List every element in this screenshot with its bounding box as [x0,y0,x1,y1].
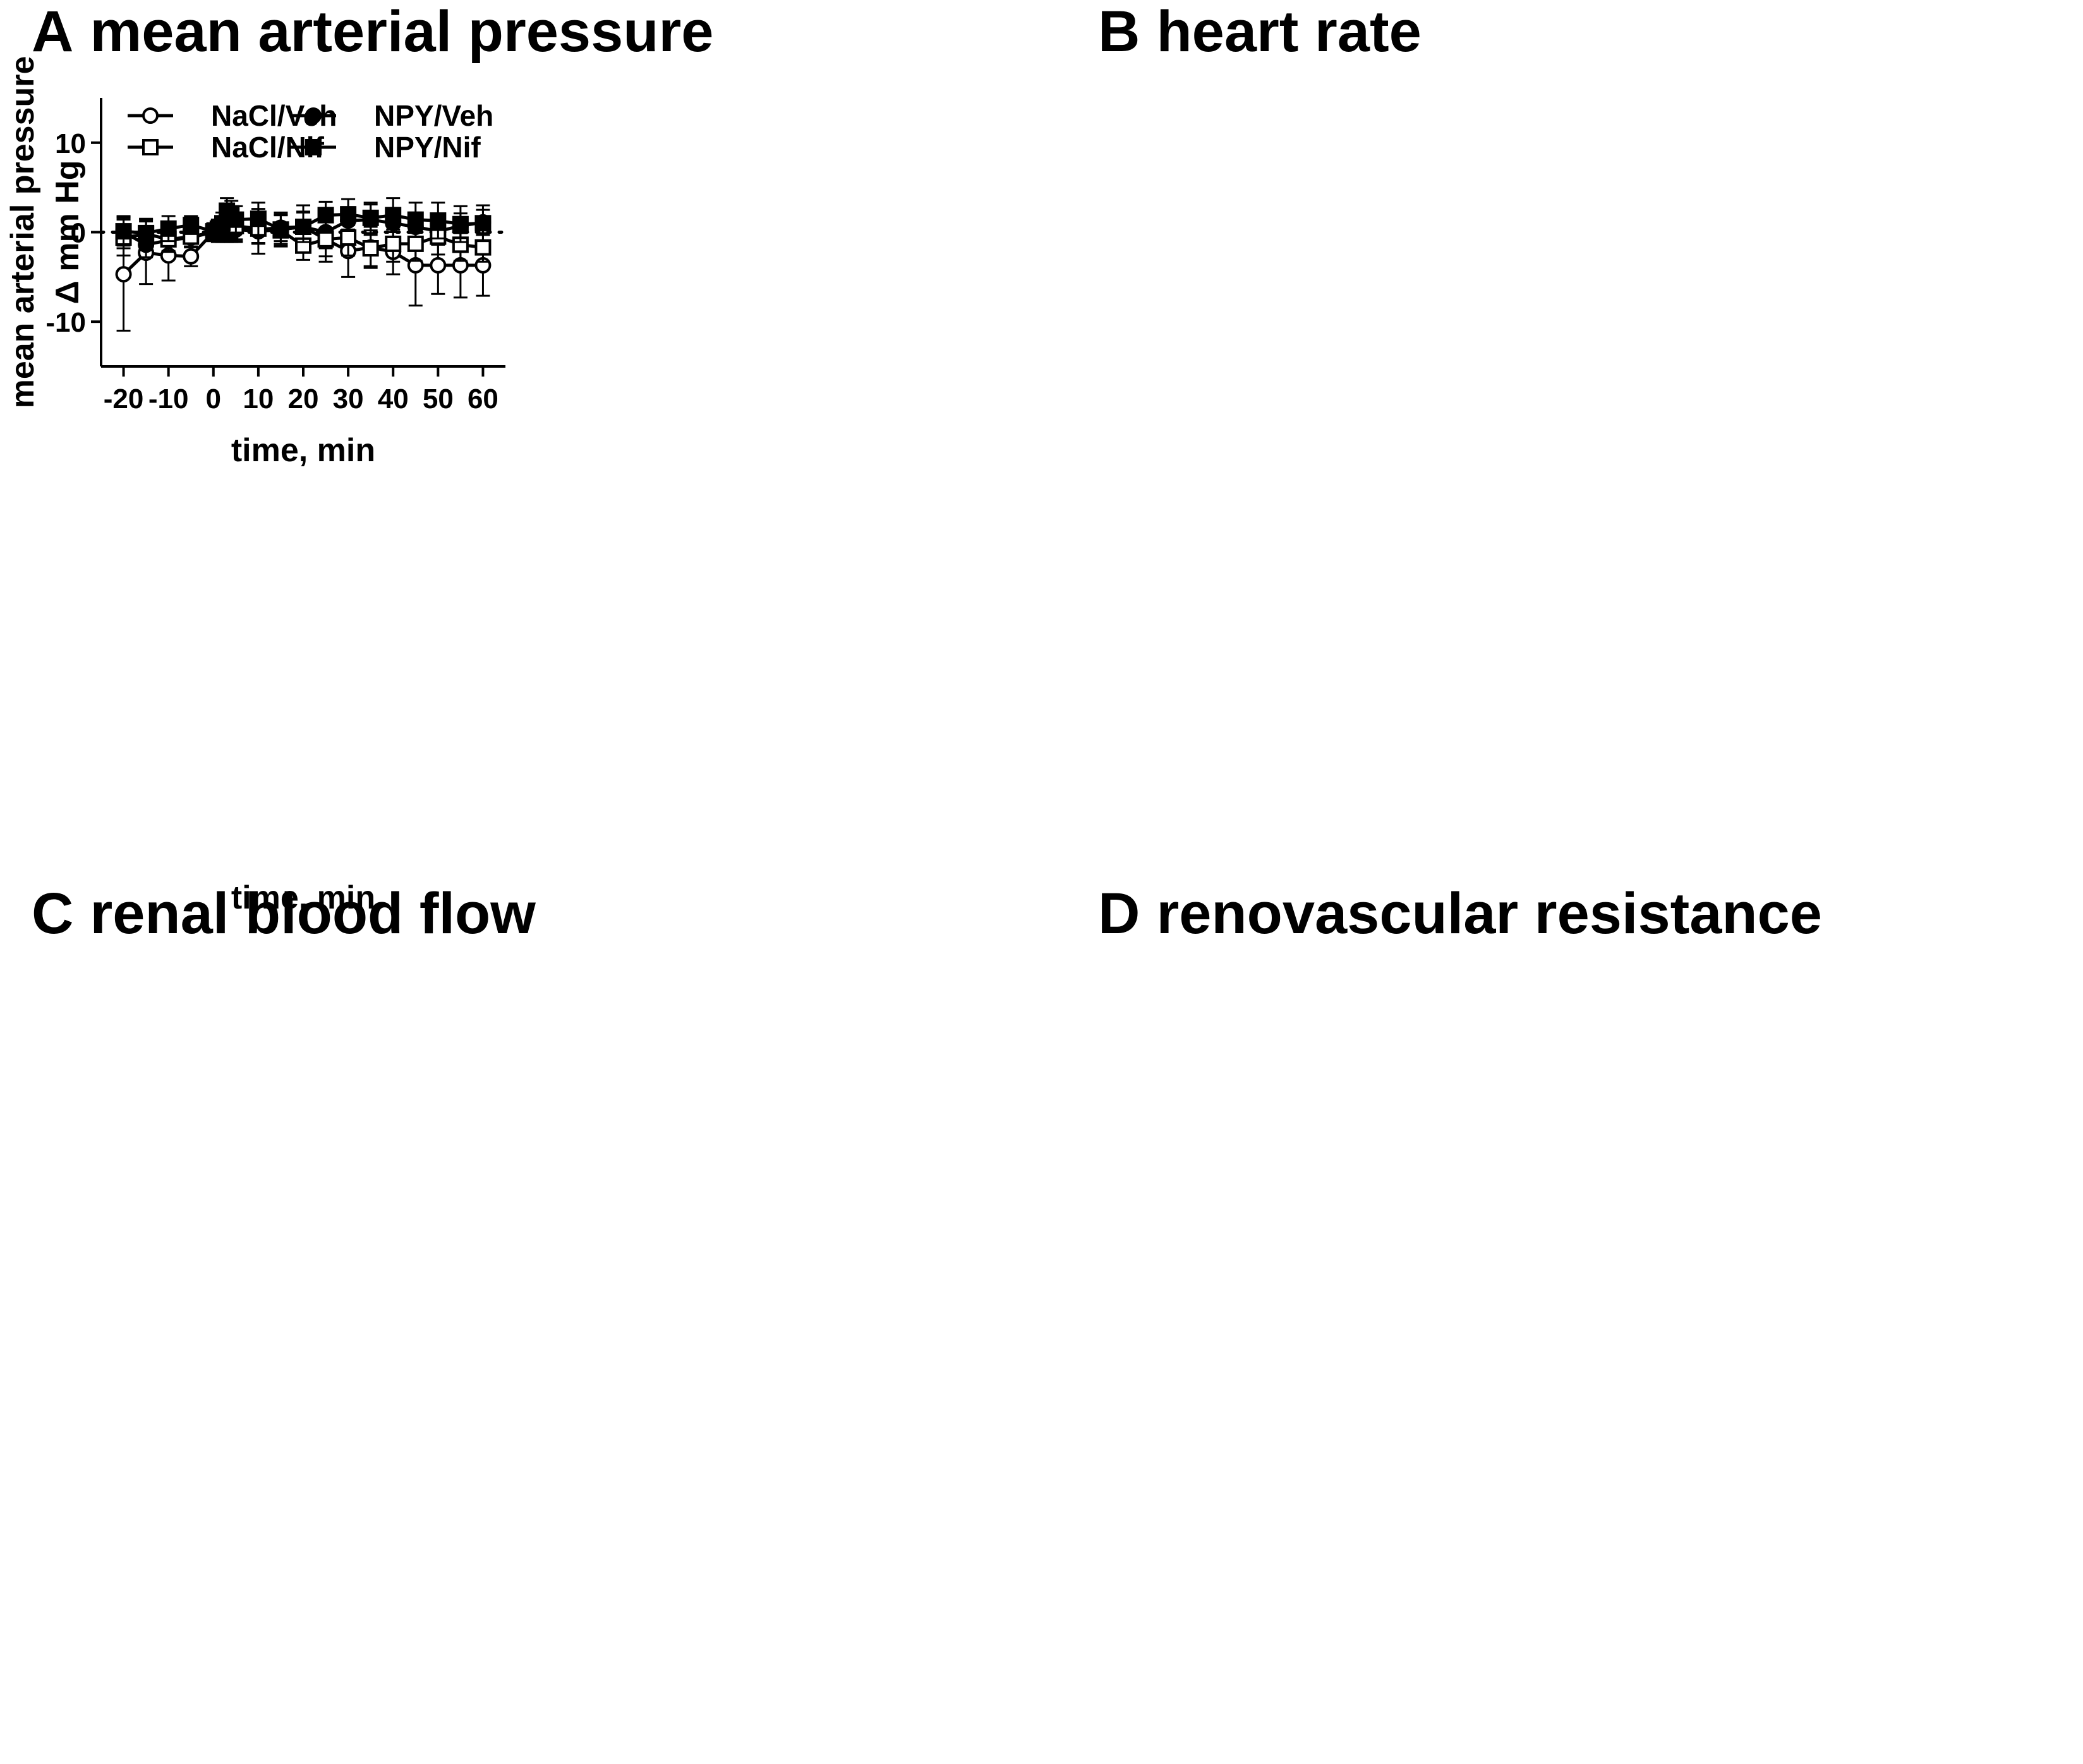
x-axis-label: time, min [231,882,375,916]
legend-marker [142,107,159,124]
y-tick-label: 10 [55,128,86,159]
data-point [340,229,357,246]
legend-marker [305,139,322,155]
panel-letter: C [32,881,74,946]
data-point [385,207,402,224]
y-axis-sublabel: Δ mm Hg [49,160,86,304]
data-point [430,257,447,274]
y-axis-label: mean arterial pressure [4,56,41,409]
panel-letter: A [32,0,74,64]
data-point [115,266,132,283]
legend-marker [142,139,159,155]
data-point [452,215,469,233]
y-tick-label: -10 [45,307,86,338]
y-tick-label: 0 [71,218,86,249]
x-tick-label: -10 [148,384,189,414]
data-point [295,219,311,235]
x-tick-label: 10 [243,384,274,414]
data-point [340,206,357,223]
panel-title-text: heart rate [1156,0,1422,64]
x-axis-label: time, min [231,432,375,469]
legend-item-npy_nif: NPY/Nif [291,131,481,164]
legend-label: NPY/Veh [374,99,493,132]
panel-title-text: mean arterial pressure [90,0,714,64]
data-point [272,221,289,238]
panel-letter: D [1098,881,1140,946]
data-point [227,211,245,228]
data-point [317,231,334,248]
x-tick-label: -20 [104,384,144,414]
data-point [362,240,379,257]
x-tick-label: 60 [468,384,498,414]
legend-label: NPY/Nif [374,131,481,164]
data-point [430,212,447,229]
chart-svg-b: -50-40-30-20-100102030-20-10010203040506… [1041,0,2082,882]
x-tick-label: 30 [333,384,364,414]
data-point [115,223,132,240]
data-point [160,220,177,237]
x-tick-label: 40 [378,384,409,414]
data-point [183,248,200,265]
data-point [362,209,379,226]
data-point [250,210,267,227]
data-point [474,215,492,232]
panel-title-text: renovascular resistance [1156,881,1822,946]
data-point [138,224,155,241]
x-tick-label: 20 [288,384,319,414]
data-point [183,217,200,234]
data-point [317,207,334,224]
panel-letter: B [1098,0,1140,64]
x-tick-label: 50 [423,384,454,414]
series-npy_nif [115,197,492,249]
panel-title-text: renal blood flow [90,881,536,946]
data-point [407,235,424,252]
data-point [474,239,492,256]
legend-marker [305,107,322,124]
data-point [407,211,424,228]
data-point [385,235,402,252]
x-tick-label: 0 [206,384,221,414]
legend-item-npy_veh: NPY/Veh [291,99,493,132]
